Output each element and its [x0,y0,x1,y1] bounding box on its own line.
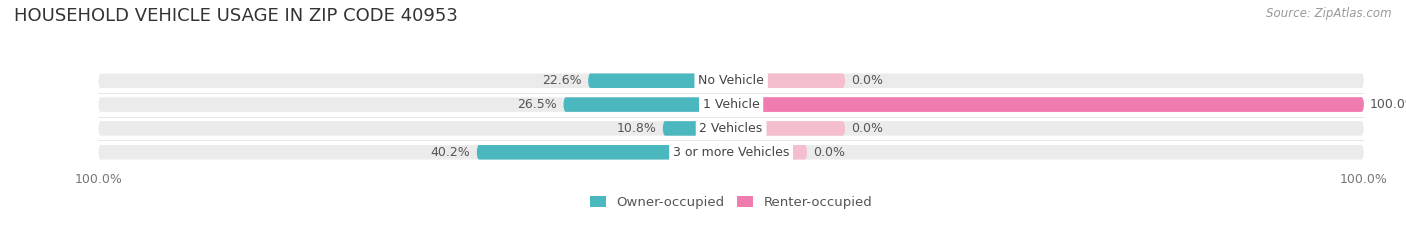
Text: No Vehicle: No Vehicle [699,74,763,87]
Text: HOUSEHOLD VEHICLE USAGE IN ZIP CODE 40953: HOUSEHOLD VEHICLE USAGE IN ZIP CODE 4095… [14,7,458,25]
FancyBboxPatch shape [731,97,1364,112]
Text: 26.5%: 26.5% [517,98,557,111]
Text: Source: ZipAtlas.com: Source: ZipAtlas.com [1267,7,1392,20]
Text: 0.0%: 0.0% [851,122,883,135]
Text: 22.6%: 22.6% [543,74,582,87]
Text: 0.0%: 0.0% [813,146,845,159]
FancyBboxPatch shape [731,73,845,88]
Text: 100.0%: 100.0% [1369,98,1406,111]
FancyBboxPatch shape [731,121,845,136]
Legend: Owner-occupied, Renter-occupied: Owner-occupied, Renter-occupied [585,191,877,214]
FancyBboxPatch shape [98,73,1364,88]
FancyBboxPatch shape [588,73,731,88]
Text: 1 Vehicle: 1 Vehicle [703,98,759,111]
FancyBboxPatch shape [731,145,807,160]
FancyBboxPatch shape [98,97,1364,112]
FancyBboxPatch shape [564,97,731,112]
Text: 40.2%: 40.2% [430,146,471,159]
FancyBboxPatch shape [477,145,731,160]
Text: 0.0%: 0.0% [851,74,883,87]
Text: 10.8%: 10.8% [617,122,657,135]
Text: 2 Vehicles: 2 Vehicles [700,122,762,135]
FancyBboxPatch shape [662,121,731,136]
FancyBboxPatch shape [731,97,1364,112]
Text: 3 or more Vehicles: 3 or more Vehicles [673,146,789,159]
FancyBboxPatch shape [98,121,1364,136]
FancyBboxPatch shape [98,145,1364,160]
